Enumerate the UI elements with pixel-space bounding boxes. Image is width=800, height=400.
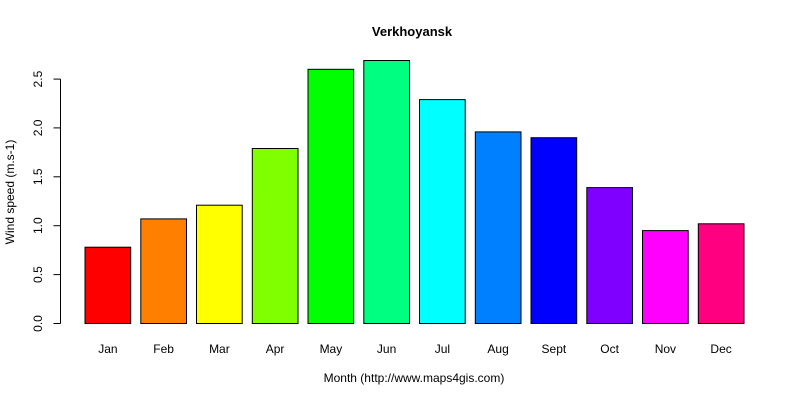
x-tick-label-mar: Mar: [209, 342, 230, 356]
x-tick-label-apr: Apr: [266, 342, 285, 356]
bar-dec: [697, 223, 745, 324]
y-axis-label: Wind speed (m.s-1): [3, 140, 17, 245]
x-tick-label-dec: Dec: [710, 342, 731, 356]
y-tick-label: 0.0: [31, 315, 45, 332]
x-tick-label-sept: Sept: [542, 342, 567, 356]
x-tick-label-may: May: [320, 342, 343, 356]
chart-title: Verkhoyansk: [372, 24, 453, 39]
x-tick-label-jun: Jun: [377, 342, 396, 356]
bar-apr: [251, 148, 299, 324]
x-tick-label-nov: Nov: [655, 342, 676, 356]
y-axis: 0.0 0.5 1.0 1.5 2.0 2.5: [31, 70, 61, 332]
x-tick-labels: Jan Feb Mar Apr May Jun Jul Aug Sept Oct Nov Dec: [98, 342, 732, 356]
bar-aug: [474, 131, 522, 324]
x-tick-label-jan: Jan: [98, 342, 117, 356]
bar-jul: [419, 99, 466, 324]
bar-jun: [363, 60, 410, 324]
x-tick-label-aug: Aug: [487, 342, 508, 356]
bar-mar: [196, 204, 243, 324]
bar-sept: [530, 137, 578, 324]
bar-nov: [642, 230, 689, 325]
bar-may: [307, 68, 355, 324]
y-tick-label: 1.5: [31, 168, 45, 185]
bars-group: [84, 60, 745, 325]
y-tick-label: 2.5: [31, 70, 45, 87]
y-tick-label: 2.0: [31, 119, 45, 136]
x-tick-label-jul: Jul: [435, 342, 450, 356]
bar-oct: [586, 187, 633, 324]
x-tick-label-feb: Feb: [153, 342, 174, 356]
bar-feb: [140, 218, 188, 324]
y-tick-label: 1.0: [31, 217, 45, 234]
y-tick-label: 0.5: [31, 266, 45, 283]
x-axis-label: Month (http://www.maps4gis.com): [324, 371, 505, 385]
x-tick-label-oct: Oct: [600, 342, 619, 356]
bar-jan: [84, 246, 132, 324]
